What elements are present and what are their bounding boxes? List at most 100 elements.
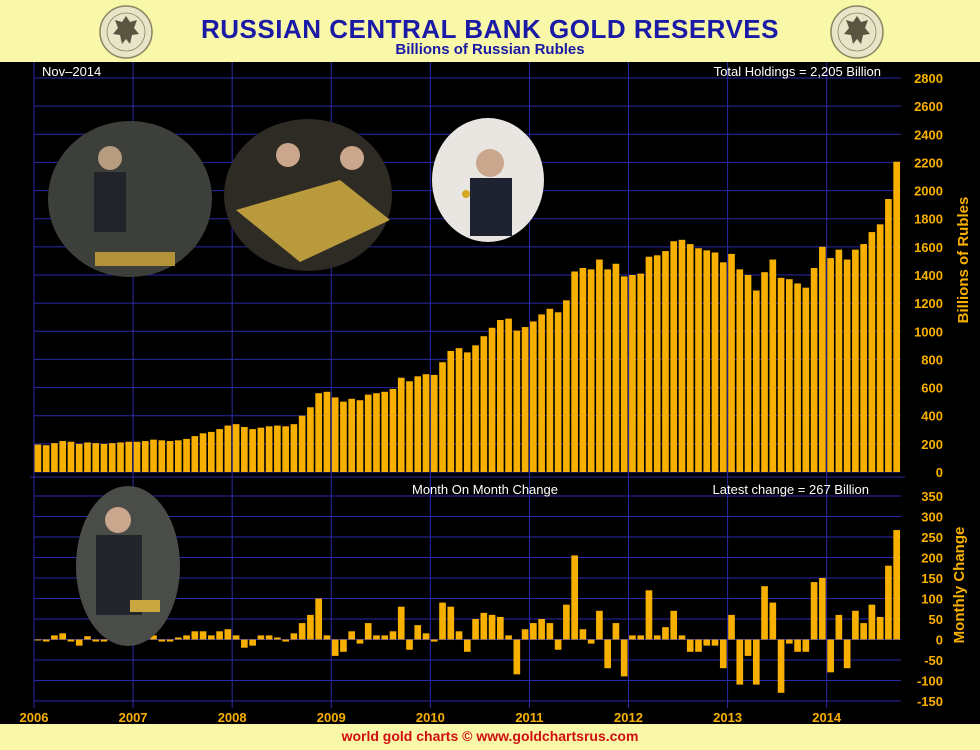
change-bar [777,639,785,693]
holdings-bar [282,426,289,472]
holdings-bar [769,259,777,472]
holdings-bar [389,388,397,472]
top-y-tick-label: 1400 [914,268,943,283]
holdings-bar [274,425,281,472]
holdings-bar [497,320,504,472]
change-bar [852,610,859,640]
change-bar [670,610,678,640]
change-bar [604,639,611,669]
change-bar [719,639,727,669]
holdings-bar [224,425,232,472]
holdings-bar [84,442,91,472]
holdings-bar [265,426,273,472]
change-bar [695,639,702,652]
change-bar [480,612,488,640]
bottom-y-tick-label: 150 [921,571,943,586]
holdings-bar [852,249,859,472]
month-change-annotation: Month On Month Change [412,482,558,497]
holdings-bar [843,259,851,472]
photo-coin [432,118,544,242]
bottom-y-tick-label: -50 [924,653,943,668]
change-bar [241,639,248,648]
photo-vault [48,121,212,277]
holdings-bar [381,391,389,472]
change-bar [290,633,298,640]
holdings-bar [331,397,339,472]
holdings-bar [315,393,322,472]
chart-title: RUSSIAN CENTRAL BANK GOLD RESERVES [201,14,779,44]
change-bars [34,530,900,693]
change-bar [893,530,900,640]
change-bar [629,635,636,640]
change-bar [835,614,843,640]
holdings-bar [67,441,75,472]
top-y-tick-label: 1800 [914,212,943,227]
bank-seal-left [99,5,153,59]
bottom-y-tick-label: 250 [921,530,943,545]
change-bar [191,631,199,640]
holdings-bar [59,441,67,472]
change-bar [166,639,174,642]
change-bar [876,616,884,640]
top-y-tick-label: 2400 [914,127,943,142]
holdings-bar [150,439,157,472]
holdings-bar [191,436,199,472]
holdings-bar [662,251,669,472]
change-bar [703,639,711,646]
change-bar [183,635,190,640]
change-bar [728,614,735,640]
change-bar [92,639,100,642]
holdings-bar [505,318,512,472]
holdings-bar [752,290,760,472]
change-bar [530,623,537,640]
change-bar [100,639,108,642]
holdings-bar [546,308,554,472]
bottom-y-axis-label: Monthly Change [951,527,968,644]
bottom-y-tick-label: 350 [921,489,943,504]
holdings-bar [612,263,620,472]
change-bar [224,629,232,640]
change-bar [348,631,356,640]
change-bar [513,639,521,675]
change-bar [538,619,545,640]
change-bar [554,639,562,650]
top-y-tick-label: 1200 [914,296,943,311]
holdings-bar [885,199,892,472]
holdings-bar [876,224,884,472]
holdings-bar [100,443,108,472]
top-y-tick-label: 2800 [914,71,943,86]
change-bar [645,590,653,640]
change-bar [216,631,223,640]
change-bar [579,629,587,640]
change-bar [364,623,372,640]
change-bar [42,639,50,642]
holdings-bar [868,232,876,472]
top-y-tick-label: 800 [921,352,943,367]
change-bar [430,639,438,642]
change-bar [653,635,661,640]
holdings-bar [290,424,298,472]
holdings-bar [678,239,686,472]
change-bar [323,635,331,640]
holdings-bar [141,441,149,472]
holdings-bar [463,352,471,472]
x-tick-label: 2010 [416,710,445,725]
change-bar [885,565,892,640]
holdings-bar [34,444,42,472]
change-bar [662,627,669,640]
change-bar [59,633,67,640]
holdings-bar [125,441,133,472]
holdings-bar [686,244,694,472]
holdings-bar [158,440,166,472]
change-bar [439,602,446,640]
change-bar [827,639,834,673]
bottom-y-tick-label: -100 [917,674,943,689]
holdings-bar [620,276,628,472]
holdings-bar [249,429,256,472]
change-bar [843,639,851,669]
holdings-bar [554,312,562,472]
date-label: Nov–2014 [42,64,101,79]
holdings-bar [414,376,422,472]
holdings-bar [75,443,83,472]
